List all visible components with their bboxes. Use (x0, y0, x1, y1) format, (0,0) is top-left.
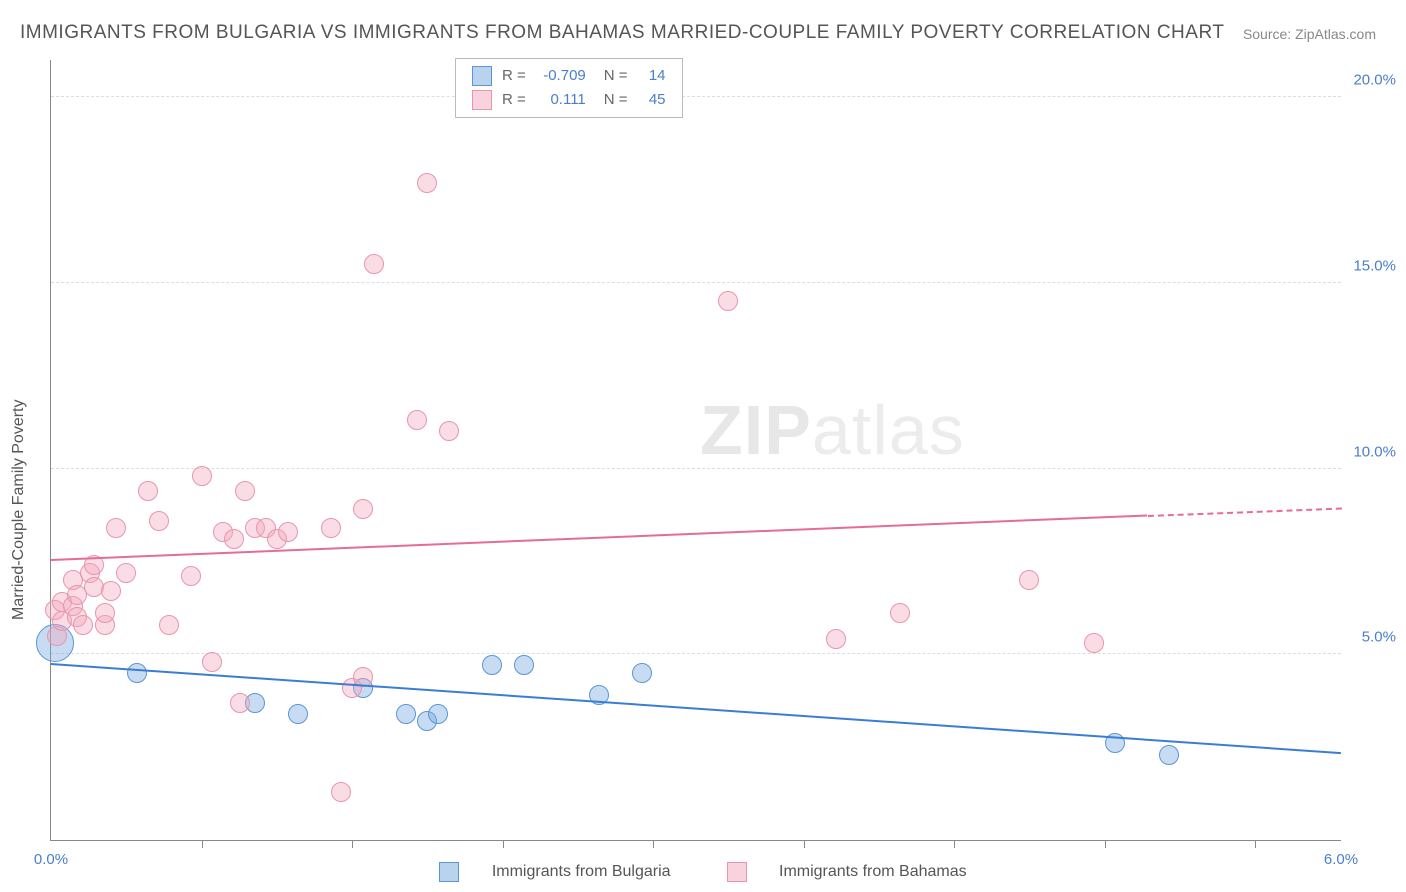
chart-title: IMMIGRANTS FROM BULGARIA VS IMMIGRANTS F… (20, 22, 1224, 44)
scatter-point (632, 663, 652, 683)
scatter-point (116, 563, 136, 583)
scatter-point (235, 481, 255, 501)
legend-swatch (472, 66, 492, 86)
gridline-h (51, 468, 1341, 469)
scatter-point (101, 581, 121, 601)
scatter-point (230, 693, 250, 713)
legend-row: R =0.111N =45 (468, 89, 670, 111)
legend-r-label: R = (498, 89, 530, 111)
scatter-point (353, 499, 373, 519)
scatter-point (396, 704, 416, 724)
x-tick (352, 840, 353, 848)
gridline-h (51, 282, 1341, 283)
scatter-point (138, 481, 158, 501)
legend-swatch (439, 862, 459, 882)
scatter-point (159, 615, 179, 635)
scatter-point (1084, 633, 1104, 653)
legend-label: Immigrants from Bulgaria (492, 863, 671, 880)
legend-label: Immigrants from Bahamas (779, 863, 967, 880)
legend-n-value: 45 (634, 89, 670, 111)
legend-swatch (472, 90, 492, 110)
y-tick-label: 10.0% (1353, 443, 1396, 460)
x-tick (804, 840, 805, 848)
scatter-point (288, 704, 308, 724)
trend-line (1147, 507, 1341, 516)
scatter-point (202, 652, 222, 672)
scatter-chart: 5.0%10.0%15.0%20.0%0.0%6.0% (50, 60, 1341, 841)
scatter-point (149, 511, 169, 531)
gridline-h (51, 96, 1341, 97)
correlation-legend: R =-0.709N =14R =0.111N =45 (455, 58, 683, 118)
scatter-point (514, 655, 534, 675)
scatter-point (278, 522, 298, 542)
scatter-point (192, 466, 212, 486)
legend-r-label: R = (498, 65, 530, 87)
y-axis-label: Married-Couple Family Poverty (10, 399, 28, 620)
legend-n-label: N = (592, 65, 632, 87)
x-tick (653, 840, 654, 848)
scatter-point (331, 782, 351, 802)
scatter-point (417, 173, 437, 193)
y-tick-label: 15.0% (1353, 257, 1396, 274)
scatter-point (106, 518, 126, 538)
scatter-point (127, 663, 147, 683)
series-legend: Immigrants from Bulgaria Immigrants from… (0, 862, 1406, 882)
x-tick (202, 840, 203, 848)
scatter-point (428, 704, 448, 724)
legend-n-value: 14 (634, 65, 670, 87)
y-tick-label: 5.0% (1362, 629, 1396, 646)
legend-item: Immigrants from Bulgaria (425, 863, 684, 880)
legend-item: Immigrants from Bahamas (713, 863, 981, 880)
gridline-h (51, 653, 1341, 654)
legend-r-value: 0.111 (532, 89, 590, 111)
scatter-point (407, 410, 427, 430)
x-tick (1105, 840, 1106, 848)
scatter-point (826, 629, 846, 649)
scatter-point (718, 291, 738, 311)
scatter-point (224, 529, 244, 549)
scatter-point (439, 421, 459, 441)
legend-swatch (727, 862, 747, 882)
legend-r-value: -0.709 (532, 65, 590, 87)
legend-n-label: N = (592, 89, 632, 111)
scatter-point (482, 655, 502, 675)
scatter-point (73, 615, 93, 635)
x-tick (954, 840, 955, 848)
scatter-point (1019, 570, 1039, 590)
scatter-point (95, 603, 115, 623)
x-tick (503, 840, 504, 848)
scatter-point (181, 566, 201, 586)
x-tick (1255, 840, 1256, 848)
scatter-point (364, 254, 384, 274)
legend-row: R =-0.709N =14 (468, 65, 670, 87)
scatter-point (890, 603, 910, 623)
y-tick-label: 20.0% (1353, 72, 1396, 89)
source-attribution: Source: ZipAtlas.com (1243, 26, 1376, 42)
scatter-point (321, 518, 341, 538)
scatter-point (1159, 745, 1179, 765)
